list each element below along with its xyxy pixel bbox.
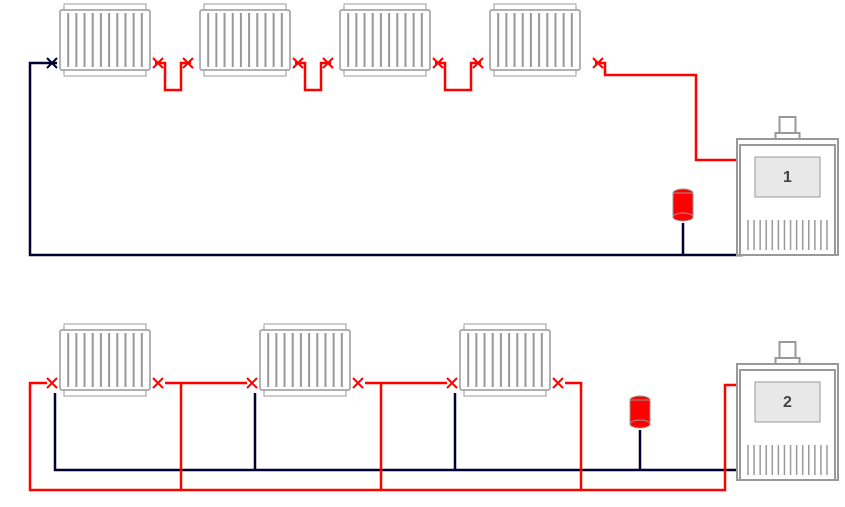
expansion-tank-1 [673, 189, 693, 221]
boiler-2: 2 [737, 342, 838, 480]
radiator-2-2 [260, 324, 350, 396]
boiler-label: 2 [783, 394, 792, 411]
radiator-1-4 [490, 4, 580, 76]
heating-diagram: 12 [0, 0, 845, 507]
boiler-label: 1 [783, 169, 792, 186]
return-pipe-1 [30, 63, 743, 255]
radiator-1-3 [340, 4, 430, 76]
radiator-1-2 [200, 4, 290, 76]
radiator-1-1 [60, 4, 150, 76]
expansion-tank-2 [630, 396, 650, 428]
boiler-1: 1 [737, 117, 838, 255]
radiator-2-3 [460, 324, 550, 396]
radiator-2-1 [60, 324, 150, 396]
supply-pipe-1 [155, 63, 743, 160]
